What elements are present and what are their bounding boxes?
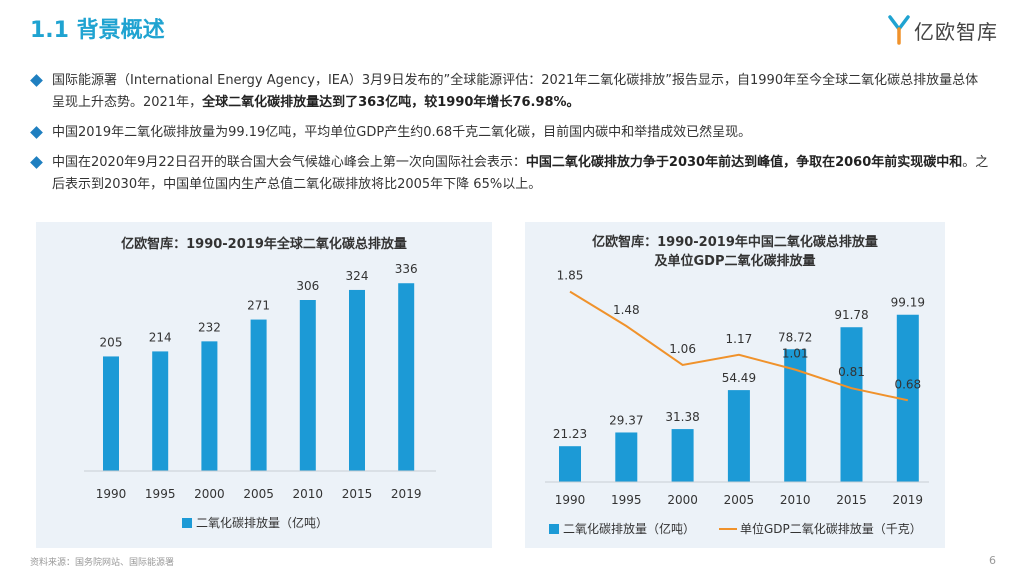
data-label: 336 [395,262,418,276]
data-label: 324 [346,269,369,283]
legend-swatch [549,524,559,534]
bullet-list: 国际能源署（International Energy Agency，IEA）3月… [30,70,990,204]
bullet-text: 国际能源署（International Energy Agency，IEA）3月… [52,73,979,110]
tick-label: 2015 [342,487,373,501]
logo-text: 亿欧智库 [914,19,998,44]
bar [299,300,316,471]
tick-label: 2010 [293,487,324,501]
data-label: 78.72 [778,330,812,344]
data-label: 214 [149,330,172,344]
data-label: 271 [247,299,270,313]
data-label: 232 [198,320,221,334]
tick-label: 2000 [667,493,698,507]
tick-label: 1995 [145,487,176,501]
chart-title: 亿欧智库：1990-2019年中国二氧化碳总排放量 [592,234,878,250]
bullet-text: 中国在2020年9月22日召开的联合国大会气候雄心峰会上第一次向国际社会表示： [52,155,526,170]
diamond-bullet-icon [30,126,43,139]
bar [615,432,638,482]
tick-label: 2015 [836,493,867,507]
bar [250,319,267,471]
logo: 亿欧智库 [888,14,998,46]
bar [896,314,919,482]
bar [671,429,694,482]
data-label: 29.37 [609,413,643,427]
data-label: 306 [296,279,319,293]
line-data-label: 1.01 [782,347,809,361]
chart-panel-global: 亿欧智库：1990-2019年全球二氧化碳总排放量 205 1990 214 1995 2… [36,222,492,548]
bar [398,283,415,471]
diamond-bullet-icon [30,156,43,169]
bullet-text-bold: 全球二氧化碳排放量达到了363亿吨，较1990年增长76.98%。 [202,95,580,110]
tick-label: 2019 [893,493,924,507]
bullet-item: 国际能源署（International Energy Agency，IEA）3月… [30,70,990,114]
bar [784,349,807,482]
line-data-label: 1.48 [613,303,640,317]
page-number: 6 [989,554,996,567]
tick-label: 2005 [724,493,755,507]
bar [201,341,218,471]
bullet-item: 中国2019年二氧化碳排放量为99.19亿吨，平均单位GDP产生约0.68千克二… [30,122,990,144]
source-note: 资料来源：国务院网站、国际能源署 [30,558,175,568]
tick-label: 2019 [391,487,422,501]
bar [103,356,119,471]
data-label: 205 [100,335,123,349]
chart-panel-china: 亿欧智库：1990-2019年中国二氧化碳总排放量 及单位GDP二氧化碳排放量 21… [525,222,945,548]
line-data-label: 1.06 [669,342,696,356]
line-data-label: 0.81 [838,365,865,379]
tick-label: 1990 [555,493,586,507]
bullet-item: 中国在2020年9月22日召开的联合国大会气候雄心峰会上第一次向国际社会表示：中… [30,152,990,196]
chart-title: 亿欧智库：1990-2019年全球二氧化碳总排放量 [121,236,407,252]
line-data-label: 0.68 [894,377,921,391]
tick-label: 1995 [611,493,642,507]
tick-label: 2005 [243,487,274,501]
bullet-text: 中国2019年二氧化碳排放量为99.19亿吨，平均单位GDP产生约0.68千克二… [52,125,752,140]
logo-icon [888,15,910,45]
data-label: 99.19 [891,296,925,310]
bullet-text-bold: 中国二氧化碳排放力争于2030年前达到峰值，争取在2060年前实现碳中和 [525,155,963,170]
bar [152,351,169,471]
diamond-bullet-icon [30,74,43,87]
data-label: 91.78 [834,308,868,322]
line-data-label: 1.17 [726,332,753,346]
data-label: 21.23 [553,427,587,441]
bar [727,390,750,482]
chart-title: 及单位GDP二氧化碳排放量 [655,253,816,269]
data-label: 31.38 [665,410,699,424]
line-data-label: 1.85 [557,269,584,283]
tick-label: 2010 [780,493,811,507]
chart-global-emissions: 亿欧智库：1990-2019年全球二氧化碳总排放量 205 1990 214 1995 2… [84,236,436,530]
legend-swatch [182,518,192,528]
legend-label: 二氧化碳排放量（亿吨） [563,521,695,536]
bar [559,446,581,482]
data-label: 54.49 [722,371,756,385]
tick-label: 1990 [96,487,127,501]
bullet-text: 。之后表示到2030年，中国单位国内生产总值二氧化碳排放将比2005年下降 65… [52,155,989,192]
legend-label: 单位GDP二氧化碳排放量（千克） [740,521,922,536]
page-title: 1.1 背景概述 [30,18,165,43]
bar [840,327,863,482]
bar [349,289,365,471]
tick-label: 2000 [194,487,225,501]
legend-label: 二氧化碳排放量（亿吨） [196,515,328,530]
